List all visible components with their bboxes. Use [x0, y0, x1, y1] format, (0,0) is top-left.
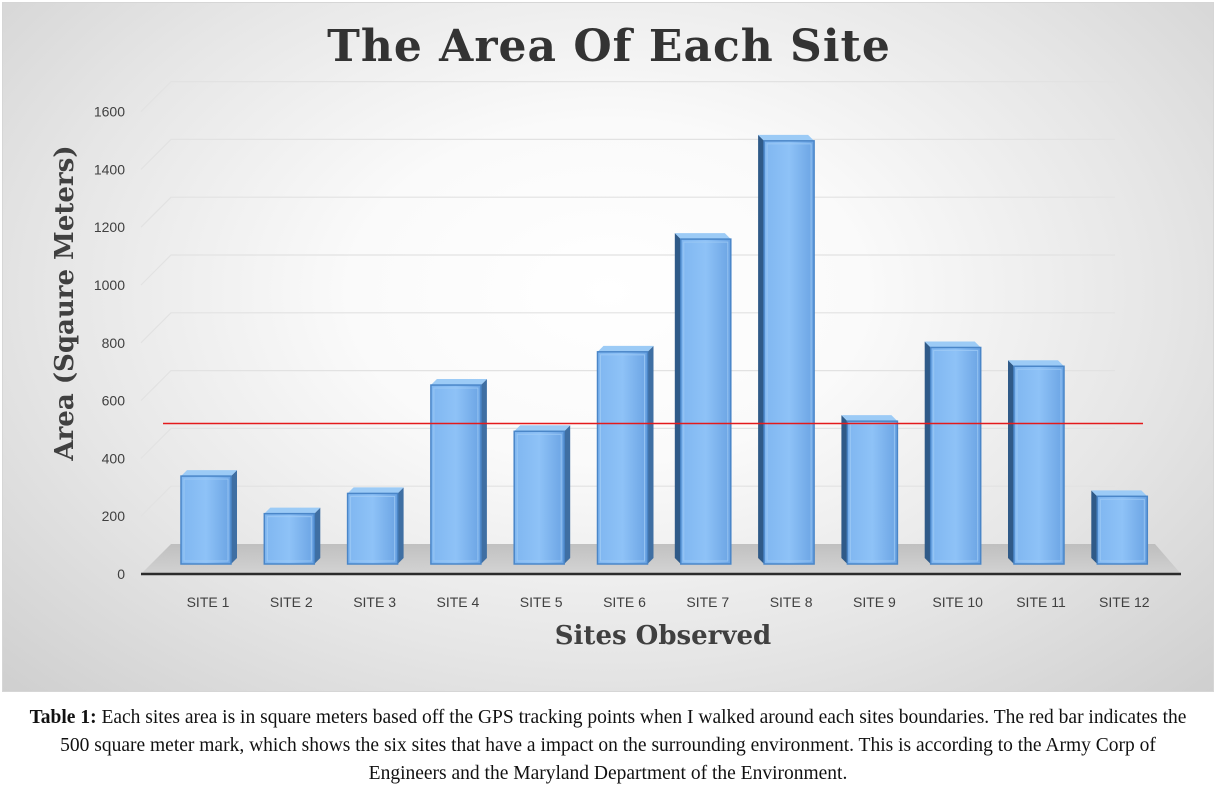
bar-top	[1008, 360, 1064, 367]
x-axis-label: Sites Observed	[554, 621, 772, 651]
x-tick-label: SITE 5	[520, 594, 563, 610]
y-tick-label: 1600	[94, 104, 125, 120]
x-tick-label: SITE 2	[270, 594, 313, 610]
bar-top	[181, 470, 237, 477]
bar	[1008, 360, 1065, 565]
bar	[263, 507, 321, 565]
bar-top	[841, 415, 898, 422]
y-tick-labels: 0 200 400 600 800 1000 1200 1400 1600	[94, 104, 125, 582]
bar-side	[758, 134, 765, 564]
caption-label: Table 1:	[29, 707, 97, 728]
x-tick-label: SITE 12	[1099, 594, 1150, 610]
bar-front	[1096, 495, 1149, 565]
bar-front	[763, 140, 815, 565]
bar-front	[263, 512, 316, 565]
x-tick-label: SITE 11	[1016, 594, 1066, 610]
bar-side	[647, 345, 654, 564]
bar-side	[1091, 490, 1098, 564]
bar-highlight	[433, 387, 479, 562]
x-tick-label: SITE 4	[437, 594, 480, 610]
bars	[180, 134, 1149, 565]
y-tick-label: 0	[117, 566, 125, 582]
bar-front	[180, 475, 232, 565]
bar-top	[514, 425, 571, 432]
bar-highlight	[600, 354, 645, 562]
bar-top	[924, 341, 981, 348]
bar-highlight	[350, 495, 396, 562]
bar-side	[674, 233, 681, 565]
bar-side	[397, 487, 404, 564]
bar-top	[430, 379, 487, 386]
x-tick-label: SITE 3	[353, 594, 396, 610]
bar	[924, 341, 982, 565]
bar-highlight	[516, 433, 562, 562]
x-tick-labels: SITE 1 SITE 2 SITE 3 SITE 4 SITE 5 SITE 6 SITE…	[187, 594, 1150, 610]
x-tick-label: SITE 7	[686, 594, 729, 610]
x-tick-label: SITE 10	[932, 594, 983, 610]
bar-highlight	[1099, 498, 1145, 562]
x-tick-label: SITE 8	[770, 594, 813, 610]
bar-front	[513, 430, 565, 565]
y-tick-label: 400	[102, 450, 126, 466]
bar-front	[929, 346, 982, 565]
bar	[513, 425, 571, 565]
bar	[1091, 490, 1149, 565]
bar-top	[1091, 490, 1148, 497]
chart-panel: 0 200 400 600 800 1000 1200 1400 1600 SITE 1 SITE…	[2, 2, 1214, 692]
gridlines	[140, 80, 1115, 517]
bar-front	[1013, 365, 1065, 565]
y-tick-label: 600	[102, 393, 126, 409]
y-tick-label: 1200	[94, 219, 125, 235]
bar-side	[480, 379, 487, 564]
y-axis-label: Area (Sqaure Meters)	[50, 145, 80, 461]
bar-side	[1008, 360, 1014, 564]
bar	[674, 233, 732, 565]
bar	[180, 470, 237, 565]
bar	[430, 379, 487, 565]
y-tick-label: 800	[102, 335, 126, 351]
bar-highlight	[183, 478, 229, 562]
bar-highlight	[1016, 368, 1062, 562]
bar	[841, 415, 899, 565]
bar-front	[346, 492, 399, 565]
x-tick-label: SITE 1	[187, 594, 230, 610]
bar-front	[430, 384, 482, 565]
gridline	[140, 196, 1115, 228]
bar-highlight	[683, 241, 729, 562]
x-tick-label: SITE 6	[603, 594, 646, 610]
bar-front	[680, 238, 732, 565]
bar-top	[758, 134, 815, 141]
bar-side	[841, 415, 848, 564]
bar-side	[314, 507, 321, 564]
bar-highlight	[266, 516, 312, 562]
gridline	[140, 80, 1115, 113]
bar	[596, 345, 654, 565]
chart-title: The Area Of Each Site	[327, 21, 891, 72]
caption-text: Each sites area is in square meters base…	[60, 707, 1187, 784]
figure-caption: Table 1: Each sites area is in square me…	[20, 704, 1196, 788]
y-tick-label: 1400	[94, 161, 125, 177]
bar-top	[264, 507, 321, 514]
bar-top	[597, 345, 654, 352]
gridline	[140, 254, 1115, 286]
gridline	[140, 138, 1115, 170]
bar	[758, 134, 815, 565]
bar	[346, 487, 404, 565]
bar-top	[347, 487, 404, 494]
bar-side	[924, 341, 931, 564]
bar-side	[231, 470, 237, 564]
bar-top	[674, 233, 731, 240]
y-tick-label: 1000	[94, 277, 125, 293]
bar-highlight	[933, 349, 979, 562]
bar-highlight	[766, 143, 812, 562]
bar-front	[596, 351, 649, 565]
y-tick-label: 200	[102, 508, 126, 524]
bar-side	[564, 425, 571, 564]
gridline	[140, 312, 1115, 344]
x-tick-label: SITE 9	[853, 594, 896, 610]
bar-front	[846, 420, 899, 565]
